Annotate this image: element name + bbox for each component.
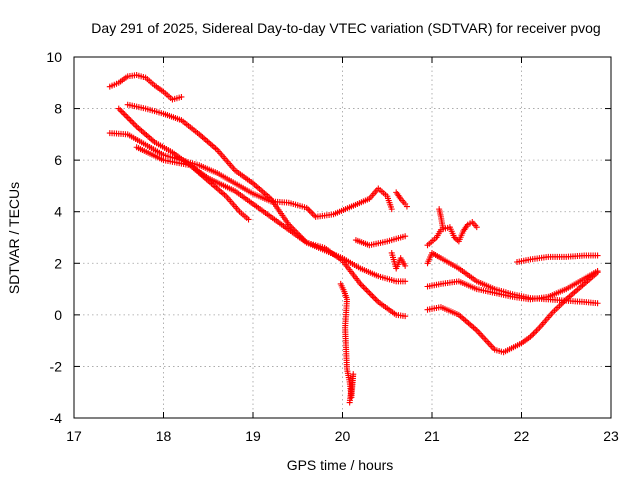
track-d-point: [402, 278, 409, 285]
y-tick-label: 8: [54, 101, 62, 117]
grid-lines: [74, 57, 611, 418]
track-c-point: [308, 209, 315, 216]
track-e-point: [369, 292, 376, 299]
track-b-point: [245, 216, 252, 223]
track-e-point: [358, 282, 365, 289]
track-n-point: [530, 330, 537, 337]
track-b-point: [126, 116, 133, 123]
track-b-point: [132, 122, 139, 129]
track-n-point: [528, 332, 535, 339]
y-tick-label: -4: [50, 410, 63, 426]
track-e-point: [360, 283, 367, 290]
y-axis-label: SDTVAR / TECUs: [6, 182, 22, 294]
y-tick-label: 10: [46, 49, 62, 65]
x-tick-labels: 17 18 19 20 21 22 23: [66, 428, 619, 444]
track-h-point: [402, 262, 409, 269]
track-b-point: [115, 105, 122, 112]
track-b-point: [129, 119, 136, 126]
y-tick-label: -2: [50, 358, 63, 374]
track-n-point: [534, 326, 541, 333]
track-e-point: [402, 313, 409, 320]
x-tick-label: 21: [424, 428, 440, 444]
track-e-point: [361, 285, 368, 292]
track-c-point: [311, 212, 318, 219]
track-e-point: [366, 289, 373, 296]
plot-frame: [73, 56, 612, 419]
track-i-point: [346, 399, 353, 406]
track-b-point: [118, 108, 125, 115]
data-points: [106, 72, 601, 406]
track-n-point: [533, 327, 540, 334]
x-tick-label: 19: [245, 428, 261, 444]
x-tick-label: 17: [66, 428, 82, 444]
track-e-point: [370, 294, 377, 301]
track-e-point: [373, 297, 380, 304]
track-l-point: [594, 300, 601, 307]
track-e-point: [363, 286, 370, 293]
track-e-point: [367, 291, 374, 298]
track-c-point: [388, 206, 395, 213]
track-b-point: [120, 110, 127, 117]
track-b-point: [124, 114, 131, 121]
track-n-point: [594, 269, 601, 276]
track-k-point: [439, 224, 446, 231]
track-b-point: [121, 111, 128, 118]
track-b-point: [117, 107, 124, 114]
track-g-point: [403, 203, 410, 210]
y-tick-label: 0: [54, 307, 62, 323]
x-tick-label: 23: [603, 428, 619, 444]
track-b-point: [130, 120, 137, 127]
track-o-point: [594, 252, 601, 259]
y-tick-label: 2: [54, 255, 62, 271]
track-f-point: [402, 233, 409, 240]
track-c-point: [306, 207, 313, 214]
track-e-point: [364, 288, 371, 295]
x-tick-label: 20: [335, 428, 351, 444]
track-b-point: [123, 113, 130, 120]
x-tick-label: 18: [156, 428, 172, 444]
y-tick-labels: -4 -2 0 2 4 6 8 10: [46, 49, 62, 426]
y-tick-label: 6: [54, 152, 62, 168]
track-e-point: [372, 295, 379, 302]
chart-title: Day 291 of 2025, Sidereal Day-to-day VTE…: [91, 20, 600, 36]
track-j-point: [473, 224, 480, 231]
track-b-point: [127, 117, 134, 124]
track-c-point: [309, 210, 316, 217]
track-n-point: [531, 329, 538, 336]
x-axis-label: GPS time / hours: [287, 457, 394, 473]
x-tick-label: 22: [514, 428, 530, 444]
y-tick-label: 4: [54, 204, 62, 220]
track-a-point: [178, 93, 185, 100]
